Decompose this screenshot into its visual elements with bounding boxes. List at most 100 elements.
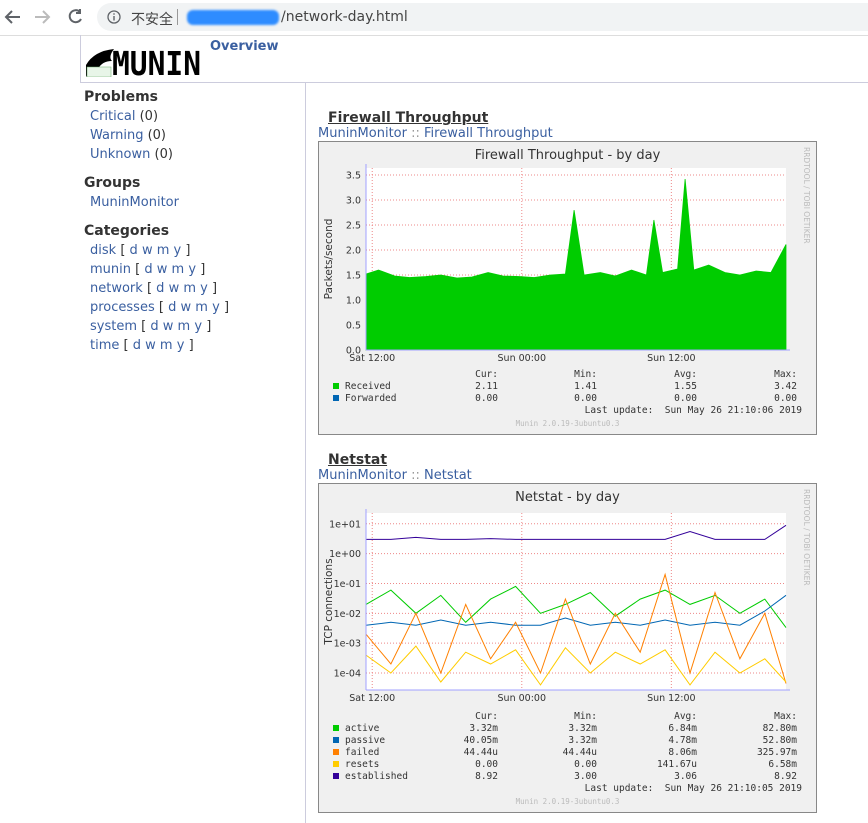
period-link[interactable]: m [183, 281, 197, 296]
group-link[interactable]: MuninMonitor [90, 195, 179, 210]
period-link[interactable]: y [200, 281, 208, 296]
legend-stat: 0.00 [475, 393, 498, 404]
period-link[interactable]: m [156, 243, 170, 258]
x-tick-label: Sun 12:00 [647, 693, 695, 704]
period-link[interactable]: w [141, 243, 153, 258]
logo[interactable]: MUNIN [84, 43, 204, 77]
reload-button[interactable] [68, 9, 82, 24]
period-link[interactable]: y [173, 243, 182, 258]
series-line [365, 572, 787, 684]
y-tick-label: 1e-04 [334, 669, 361, 680]
sidebar [0, 83, 306, 823]
overview-link[interactable]: Overview [210, 39, 279, 54]
period-link[interactable]: d [144, 262, 153, 277]
graph-title: Netstat - by day [515, 490, 620, 505]
period-link[interactable]: w [156, 262, 168, 277]
breadcrumb-link[interactable]: MuninMonitor [318, 126, 407, 141]
legend-stat: 40.05m [464, 735, 499, 746]
breadcrumb-link[interactable]: Firewall Throughput [424, 126, 553, 141]
category-link[interactable]: munin [90, 262, 131, 277]
y-tick-label: 2.0 [346, 246, 361, 257]
graph-title: Firewall Throughput - by day [475, 148, 661, 163]
breadcrumb-link[interactable]: Netstat [424, 468, 472, 483]
legend-name: Received [345, 381, 391, 392]
legend-swatch [333, 725, 339, 731]
period-link[interactable]: m [171, 262, 185, 277]
y-tick-label: 1e-03 [334, 639, 361, 650]
legend-swatch [333, 749, 339, 755]
legend-stat: 52.80m [763, 735, 798, 746]
divider [177, 9, 178, 25]
nav-icons [4, 9, 82, 24]
period-link[interactable]: y [212, 300, 220, 315]
period-link[interactable]: m [195, 300, 208, 315]
series-line [365, 585, 787, 628]
legend-swatch [333, 773, 339, 779]
x-tick-label: Sat 12:00 [349, 693, 395, 704]
legend-stat: 0.00 [774, 393, 797, 404]
legend-stat: 4.78m [668, 735, 697, 746]
y-tick-label: 1e-01 [334, 579, 361, 590]
period-link[interactable]: w [162, 319, 174, 334]
series-line [365, 645, 787, 686]
graph-footer: Munin 2.0.19-3ubuntu0.3 [516, 797, 620, 806]
legend-header: Cur: [475, 369, 498, 380]
period-link[interactable]: d [150, 319, 159, 334]
logo-text: MUNIN [112, 44, 201, 77]
address-bar[interactable]: 不安全 /network-day.html [97, 3, 868, 31]
period-link[interactable]: m [159, 338, 173, 353]
info-icon [107, 10, 121, 24]
category-link[interactable]: network [90, 281, 143, 296]
category-link[interactable]: disk [90, 243, 117, 258]
legend-stat: 3.32m [568, 735, 597, 746]
legend-name: passive [345, 735, 385, 746]
forward-button[interactable] [35, 10, 51, 24]
category-link[interactable]: time [90, 338, 120, 353]
period-link[interactable]: w [180, 300, 192, 315]
problem-item: Critical (0) [90, 109, 158, 124]
period-link[interactable]: d [156, 281, 165, 296]
problem-link[interactable]: Critical [90, 109, 136, 124]
period-link[interactable]: d [168, 300, 177, 315]
bracket: [ [135, 262, 141, 277]
graph[interactable]: Netstat - by day RRDTOOL / TOBI OETIKER TC… [318, 483, 817, 813]
graph-heading: Firewall Throughput [328, 110, 489, 126]
legend-stat: 1.41 [574, 381, 597, 392]
y-tick-label: 0.5 [346, 321, 361, 332]
period-link[interactable]: y [188, 262, 197, 277]
y-tick-label: 1.5 [346, 271, 361, 282]
problem-count: (0) [147, 128, 167, 143]
period-link[interactable]: d [129, 243, 138, 258]
period-link[interactable]: y [176, 338, 185, 353]
breadcrumb: MuninMonitor :: Firewall Throughput [318, 126, 553, 141]
category-link[interactable]: processes [90, 300, 155, 315]
section-title: Problems [84, 89, 159, 105]
bracket: ] [223, 300, 230, 315]
last-update: Last update: Sun May 26 21:10:05 2019 [585, 783, 803, 794]
x-tick-label: Sun 00:00 [498, 693, 546, 704]
back-button[interactable] [4, 10, 20, 24]
legend-stat: 3.32m [568, 723, 597, 734]
problem-link[interactable]: Warning [90, 128, 144, 143]
legend-name: resets [345, 759, 379, 770]
period-link[interactable]: w [145, 338, 156, 353]
breadcrumb-link[interactable]: MuninMonitor [318, 468, 407, 483]
legend-stat: 0.00 [574, 393, 597, 404]
bracket: ] [185, 243, 191, 258]
legend-stat: 6.58m [768, 759, 797, 770]
legend-name: active [345, 723, 380, 734]
legend-stat: 44.44u [563, 747, 597, 758]
graph-heading: Netstat [328, 452, 388, 468]
period-link[interactable]: d [132, 338, 141, 353]
period-link[interactable]: y [194, 319, 203, 334]
problem-link[interactable]: Unknown [90, 147, 151, 162]
legend-header: Max: [774, 711, 797, 722]
graph[interactable]: Firewall Throughput - by day RRDTOOL / TO… [318, 141, 817, 435]
legend-stat: 3.32m [469, 723, 498, 734]
legend-stat: 3.42 [774, 381, 797, 392]
y-axis-label: TCP connections [323, 558, 335, 645]
period-link[interactable]: m [177, 319, 191, 334]
bracket: [ [146, 281, 153, 296]
period-link[interactable]: w [168, 281, 180, 296]
category-link[interactable]: system [90, 319, 137, 334]
